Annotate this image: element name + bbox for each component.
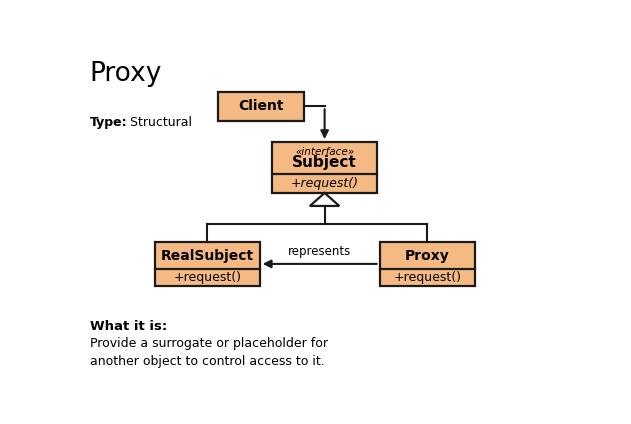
Text: What it is:: What it is:: [90, 320, 167, 333]
Text: Type:: Type:: [90, 116, 127, 129]
Text: RealSubject: RealSubject: [161, 248, 254, 262]
Text: +request(): +request(): [174, 271, 241, 284]
Text: +request(): +request(): [291, 177, 358, 190]
Text: Subject: Subject: [292, 155, 357, 170]
Polygon shape: [310, 193, 339, 206]
Text: +request(): +request(): [393, 271, 461, 284]
Text: Client: Client: [239, 99, 284, 113]
Text: represents: represents: [288, 245, 351, 258]
Bar: [155, 242, 260, 286]
Bar: [272, 142, 377, 193]
Text: Structural: Structural: [126, 116, 192, 129]
Text: «interface»: «interface»: [295, 147, 354, 157]
Text: Proxy: Proxy: [90, 61, 162, 86]
Bar: [218, 92, 304, 121]
Text: Provide a surrogate or placeholder for
another object to control access to it.: Provide a surrogate or placeholder for a…: [90, 337, 327, 368]
Text: Proxy: Proxy: [405, 248, 450, 262]
Bar: [380, 242, 475, 286]
